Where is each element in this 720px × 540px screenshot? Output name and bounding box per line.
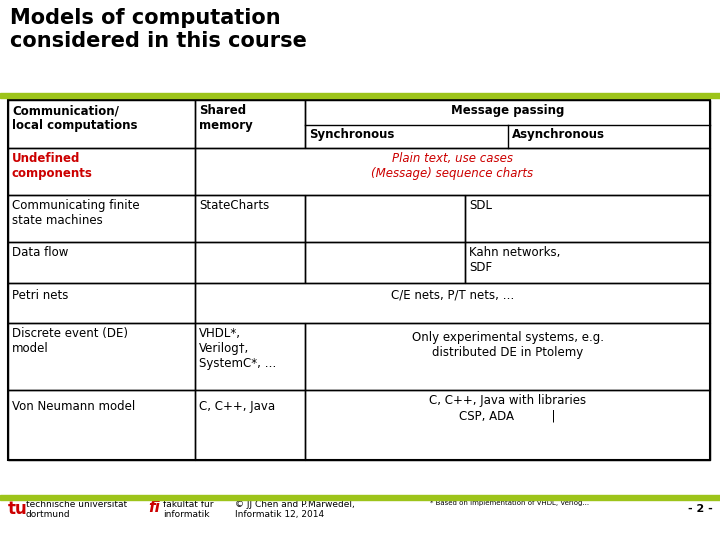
- Text: VHDL*,
Verilog†,
SystemC*, …: VHDL*, Verilog†, SystemC*, …: [199, 327, 276, 370]
- Bar: [305, 390, 710, 460]
- Text: SDL: SDL: [469, 199, 492, 212]
- Text: Plain text, use cases
(Message) sequence charts: Plain text, use cases (Message) sequence…: [372, 152, 534, 180]
- Bar: [305, 323, 710, 390]
- Text: Data flow: Data flow: [12, 246, 68, 259]
- Bar: [8, 323, 195, 390]
- Bar: [465, 195, 710, 242]
- Text: Message passing: Message passing: [451, 104, 564, 117]
- Bar: [195, 100, 305, 148]
- Text: fakultät für
informatik: fakultät für informatik: [163, 500, 214, 519]
- Bar: [195, 390, 305, 460]
- Bar: [195, 148, 710, 195]
- Bar: [195, 283, 710, 323]
- Text: - 2 -: - 2 -: [688, 504, 712, 514]
- Text: Communicating finite
state machines: Communicating finite state machines: [12, 199, 140, 227]
- Text: C/E nets, P/T nets, …: C/E nets, P/T nets, …: [391, 289, 514, 302]
- Bar: [8, 242, 195, 283]
- Text: Asynchronous: Asynchronous: [511, 128, 605, 141]
- Text: fi: fi: [148, 500, 160, 515]
- Text: Communication/
local computations: Communication/ local computations: [12, 104, 138, 132]
- Text: Von Neumann model: Von Neumann model: [12, 400, 135, 413]
- Text: C, C++, Java: C, C++, Java: [199, 400, 275, 413]
- Bar: [465, 242, 710, 283]
- Text: tu: tu: [8, 500, 28, 518]
- Bar: [195, 195, 305, 242]
- Bar: [8, 283, 195, 323]
- Bar: [8, 148, 195, 195]
- Bar: [8, 100, 195, 148]
- Text: Undefined
components: Undefined components: [12, 152, 93, 180]
- Bar: [8, 195, 195, 242]
- Bar: [8, 390, 195, 460]
- Bar: [305, 100, 710, 148]
- Text: Shared
memory: Shared memory: [199, 104, 253, 132]
- Text: technische universität
dortmund: technische universität dortmund: [26, 500, 127, 519]
- Text: Only experimental systems, e.g.
distributed DE in Ptolemy: Only experimental systems, e.g. distribu…: [412, 331, 603, 359]
- Text: Petri nets: Petri nets: [12, 289, 68, 302]
- Text: StateCharts: StateCharts: [199, 199, 269, 212]
- Bar: [0, 495, 720, 500]
- Bar: [0, 93, 720, 98]
- Bar: [8, 100, 710, 460]
- Text: © JJ Chen and P.Marwedel,
Informatik 12, 2014: © JJ Chen and P.Marwedel, Informatik 12,…: [235, 500, 355, 519]
- Text: C, C++, Java with libraries
CSP, ADA          |: C, C++, Java with libraries CSP, ADA |: [429, 394, 586, 422]
- Text: Synchronous: Synchronous: [309, 128, 395, 141]
- Bar: [195, 242, 305, 283]
- Text: Kahn networks,
SDF: Kahn networks, SDF: [469, 246, 560, 274]
- Text: Models of computation
considered in this course: Models of computation considered in this…: [10, 8, 307, 51]
- Text: Discrete event (DE)
model: Discrete event (DE) model: [12, 327, 128, 355]
- Bar: [305, 195, 465, 242]
- Bar: [195, 323, 305, 390]
- Bar: [305, 242, 465, 283]
- Text: * Based on Implementation of VHDL, Verlog...: * Based on Implementation of VHDL, Verlo…: [430, 500, 589, 506]
